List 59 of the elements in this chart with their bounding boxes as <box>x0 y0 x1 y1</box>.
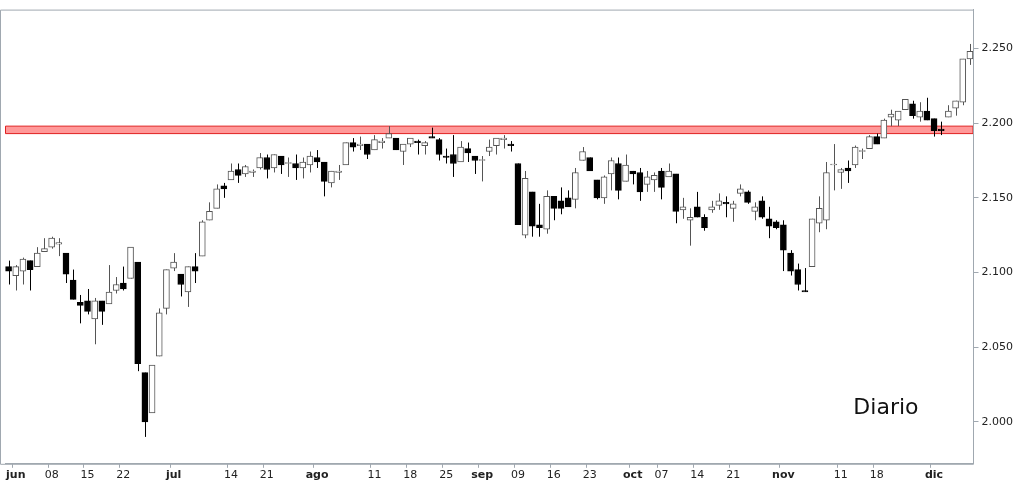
x-tick-label: 15 <box>80 468 95 482</box>
y-tick-label: 2.200 <box>981 116 1014 130</box>
x-tick-label: 14 <box>223 468 238 482</box>
candlestick <box>658 167 665 200</box>
annotation: Diario <box>853 393 919 419</box>
y-tick-label: 2.050 <box>981 340 1014 354</box>
candlestick <box>837 167 845 190</box>
candlestick <box>177 273 185 297</box>
x-tick-label: sep <box>471 468 494 482</box>
candlestick <box>234 162 242 184</box>
candlestick <box>622 154 629 182</box>
candlestick <box>801 267 809 293</box>
candlestick <box>91 297 99 345</box>
x-tick-label: 25 <box>439 468 454 482</box>
x-tick-label: dic <box>924 468 944 482</box>
candlestick <box>507 140 515 153</box>
x-tick-label: oct <box>623 468 643 482</box>
candlestick <box>33 246 41 268</box>
candlestick <box>830 143 837 191</box>
candlestick <box>693 191 701 218</box>
x-tick-label: jul <box>164 468 182 482</box>
candlestick <box>787 249 794 277</box>
candlestick <box>378 137 385 150</box>
x-tick-label: 08 <box>44 468 59 482</box>
x-tick-label: 09 <box>510 468 525 482</box>
y-tick-label: 2.100 <box>981 265 1014 279</box>
candlestick <box>794 263 802 291</box>
x-tick-label: 21 <box>259 468 274 482</box>
candlestick <box>292 154 299 181</box>
x-tick-label: 23 <box>582 468 597 482</box>
x-tick-label: 14 <box>690 468 705 482</box>
x-tick-label: nov <box>772 468 796 482</box>
x-tick-label: 11 <box>367 468 382 482</box>
candlestick <box>686 207 694 247</box>
candlestick <box>263 154 271 179</box>
candlestick <box>916 101 924 123</box>
x-tick-label: jun <box>5 468 26 482</box>
candlestick <box>320 161 328 197</box>
candlestick <box>77 294 84 324</box>
candlestick <box>679 197 687 220</box>
candlestick <box>536 203 543 238</box>
candlestick <box>450 134 457 178</box>
y-tick-label: 2.250 <box>981 41 1014 55</box>
candlestick <box>120 266 127 291</box>
x-tick-label: 21 <box>726 468 741 482</box>
x-tick-label: 11 <box>833 468 848 482</box>
candlestick <box>607 157 615 191</box>
candlestick <box>464 142 472 163</box>
x-tick-label: 18 <box>403 468 418 482</box>
x-tick-label: 18 <box>869 468 884 482</box>
y-tick-label: 2.150 <box>981 190 1014 204</box>
x-tick-label: ago <box>305 468 329 482</box>
candlestick <box>84 288 91 315</box>
candlestick <box>729 200 737 223</box>
y-tick-label: 2.000 <box>981 414 1014 428</box>
candlestick <box>5 260 12 286</box>
x-tick-label: 16 <box>546 468 561 482</box>
x-tick-label: 07 <box>654 468 669 482</box>
x-tick-label: 22 <box>116 468 131 482</box>
